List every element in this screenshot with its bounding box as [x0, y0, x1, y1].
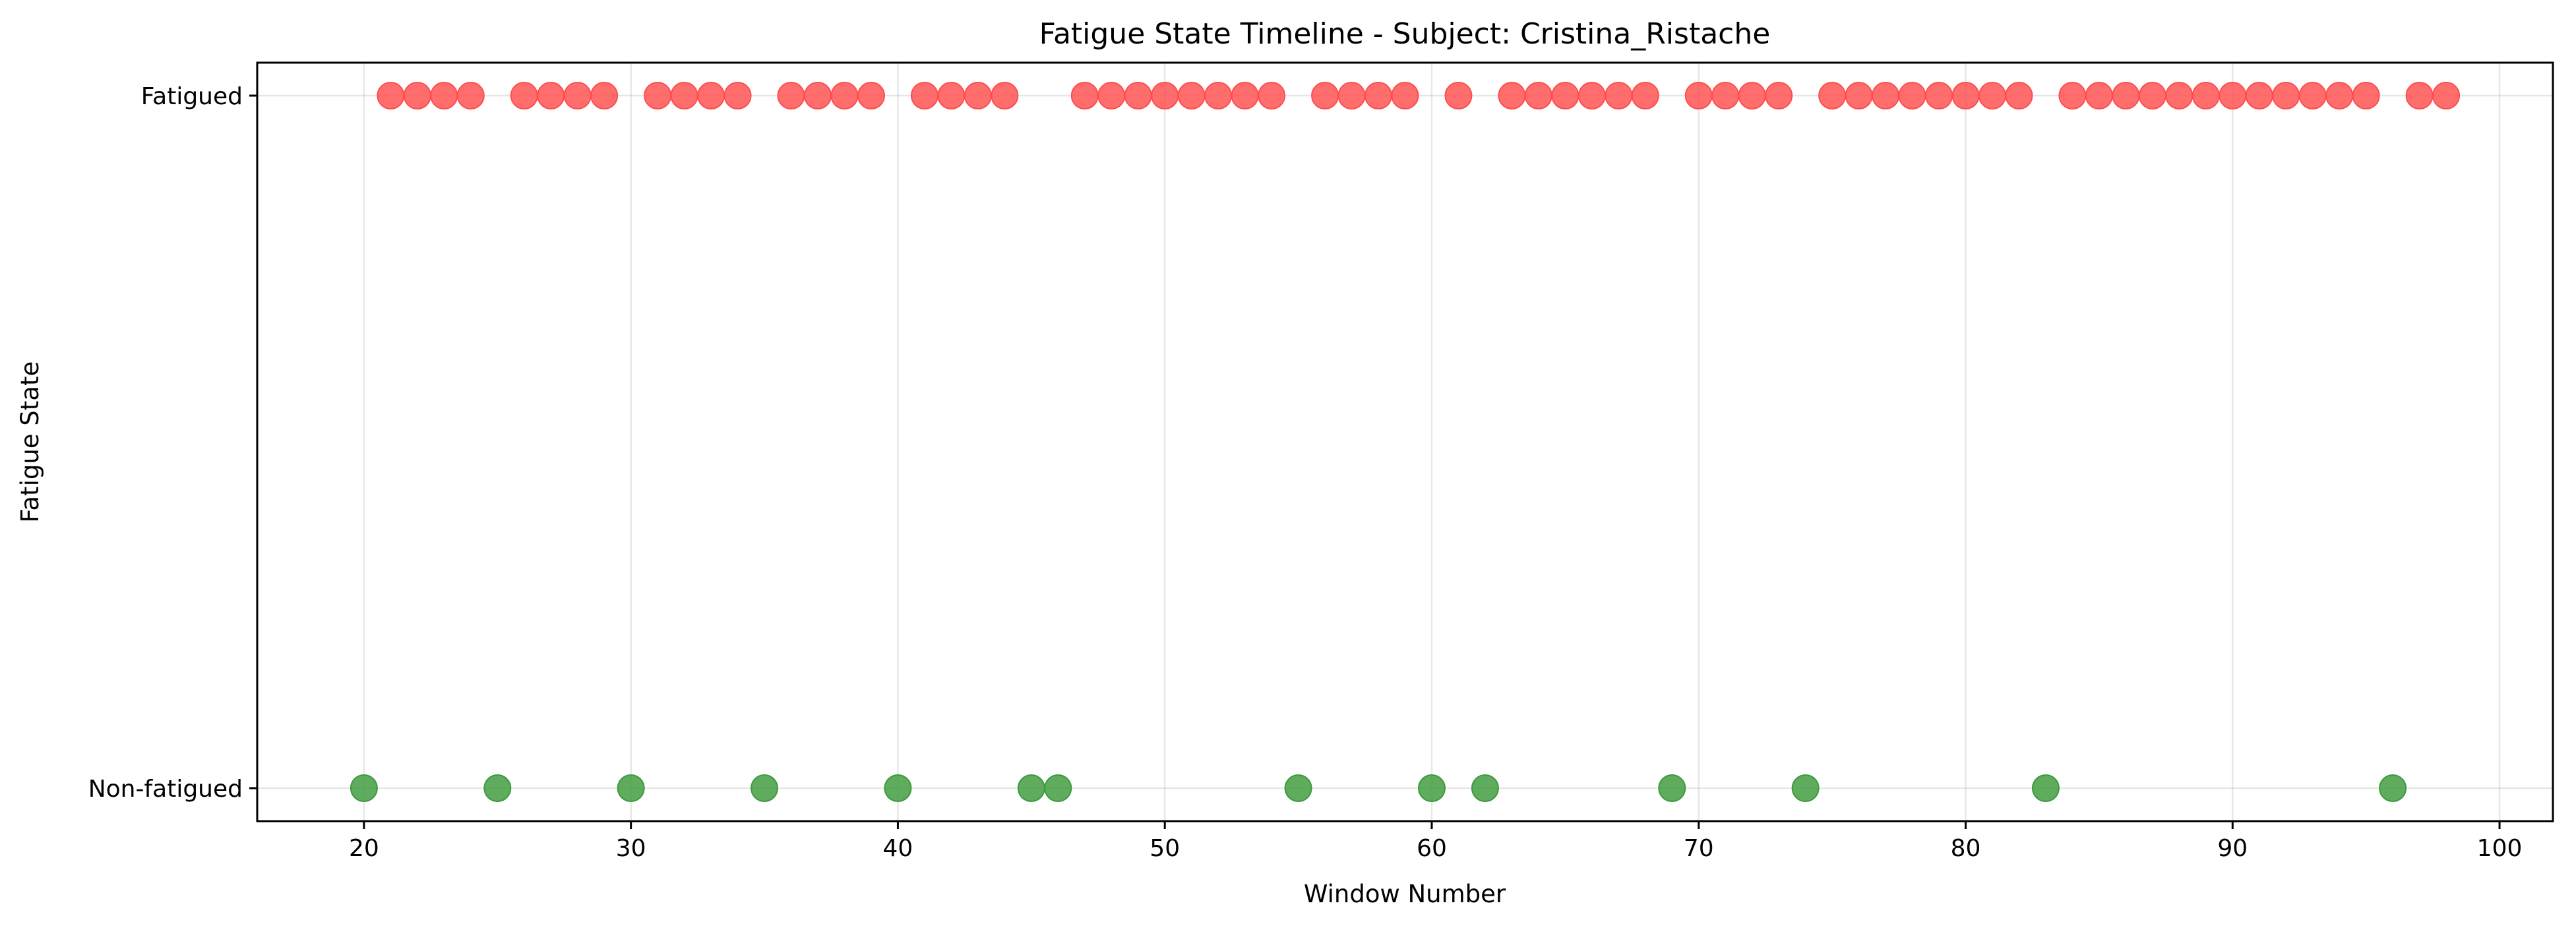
fatigued-point: [1951, 82, 1980, 109]
y-axis-label: Fatigue State: [16, 361, 44, 523]
x-tick-label: 30: [616, 835, 646, 862]
fatigued-point: [2192, 82, 2220, 109]
fatigued-point: [804, 82, 832, 109]
fatigued-point: [403, 82, 431, 109]
fatigued-point: [1231, 82, 1259, 109]
fatigued-point: [964, 82, 992, 109]
x-tick-label: 60: [1417, 835, 1447, 862]
fatigued-point: [2272, 82, 2300, 109]
fatigued-point: [2352, 82, 2380, 109]
fatigued-point: [1765, 82, 1793, 109]
fatigued-point: [510, 82, 538, 109]
fatigued-point: [991, 82, 1019, 109]
fatigued-point: [2325, 82, 2354, 109]
x-tick-label: 20: [349, 835, 379, 862]
fatigued-point: [2112, 82, 2140, 109]
fatigued-point: [1498, 82, 1526, 109]
fatigued-point: [1631, 82, 1659, 109]
y-ticks: Non-fatigued Fatigued: [88, 83, 257, 803]
fatigued-point: [1845, 82, 1873, 109]
fatigued-point: [2245, 82, 2273, 109]
fatigued-point: [2219, 82, 2247, 109]
fatigued-point: [1124, 82, 1152, 109]
x-tick-label: 50: [1150, 835, 1180, 862]
fatigued-point: [377, 82, 405, 109]
non-fatigued-point: [1791, 774, 1820, 802]
y-tick-label: Fatigued: [141, 83, 243, 110]
fatigued-point: [563, 82, 592, 109]
x-tick-label: 90: [2217, 835, 2248, 862]
fatigued-point: [2058, 82, 2087, 109]
fatigued-point: [1258, 82, 1286, 109]
points-layer: [350, 82, 2461, 802]
x-tick-label: 100: [2477, 835, 2523, 862]
fatigued-point: [1818, 82, 1847, 109]
fatigued-point: [430, 82, 458, 109]
fatigued-point: [1444, 82, 1473, 109]
fatigued-point: [1311, 82, 1339, 109]
x-tick-label: 70: [1684, 835, 1714, 862]
fatigued-point: [2138, 82, 2166, 109]
fatigued-point: [1978, 82, 2006, 109]
fatigued-point: [697, 82, 725, 109]
fatigued-point: [1365, 82, 1393, 109]
fatigued-point: [670, 82, 698, 109]
fatigued-point: [2405, 82, 2434, 109]
fatigued-point: [1391, 82, 1419, 109]
fatigued-point: [1605, 82, 1633, 109]
fatigued-point: [857, 82, 885, 109]
fatigued-point: [910, 82, 938, 109]
x-axis-label: Window Number: [1304, 880, 1506, 908]
fatigued-point: [1097, 82, 1126, 109]
fatigued-point: [2432, 82, 2461, 109]
fatigued-point: [830, 82, 859, 109]
fatigued-point: [1337, 82, 1366, 109]
non-fatigued-point: [483, 774, 512, 802]
fatigued-point: [590, 82, 619, 109]
fatigued-point: [1925, 82, 1953, 109]
non-fatigued-point: [1417, 774, 1446, 802]
y-tick-label: Non-fatigued: [88, 776, 243, 803]
fatigued-point: [2085, 82, 2113, 109]
fatigued-point: [1738, 82, 1766, 109]
fatigued-point: [456, 82, 485, 109]
fatigued-point: [2298, 82, 2327, 109]
non-fatigued-point: [1471, 774, 1499, 802]
fatigued-point: [1898, 82, 1926, 109]
fatigued-point: [723, 82, 752, 109]
non-fatigued-point: [1658, 774, 1686, 802]
non-fatigued-point: [1017, 774, 1045, 802]
fatigued-point: [1551, 82, 1579, 109]
non-fatigued-point: [2031, 774, 2060, 802]
grid-layer: [257, 63, 2553, 821]
non-fatigued-point: [884, 774, 912, 802]
fatigued-point: [1578, 82, 1606, 109]
x-tick-label: 40: [883, 835, 913, 862]
fatigued-point: [1872, 82, 1900, 109]
fatigued-point: [644, 82, 672, 109]
non-fatigued-point: [1284, 774, 1312, 802]
non-fatigued-point: [751, 774, 779, 802]
fatigued-point: [1070, 82, 1099, 109]
fatigued-point: [2005, 82, 2033, 109]
x-ticks: 20 30 40 50 60 70 80 90 100: [349, 821, 2522, 862]
fatigued-point: [1711, 82, 1740, 109]
fatigued-point: [1204, 82, 1233, 109]
fatigued-point: [1151, 82, 1179, 109]
chart-title: Fatigue State Timeline - Subject: Cristi…: [1039, 17, 1771, 51]
non-fatigued-point: [1044, 774, 1072, 802]
fatigued-point: [777, 82, 805, 109]
fatigued-point: [2165, 82, 2193, 109]
plot-frame: [256, 61, 2554, 822]
non-fatigued-point: [350, 774, 378, 802]
non-fatigued-point: [617, 774, 645, 802]
x-tick-label: 80: [1951, 835, 1981, 862]
fatigued-point: [937, 82, 966, 109]
fatigued-point: [1177, 82, 1206, 109]
fatigued-point: [1524, 82, 1552, 109]
fatigued-point: [537, 82, 565, 109]
non-fatigued-point: [2379, 774, 2407, 802]
fatigued-point: [1684, 82, 1713, 109]
